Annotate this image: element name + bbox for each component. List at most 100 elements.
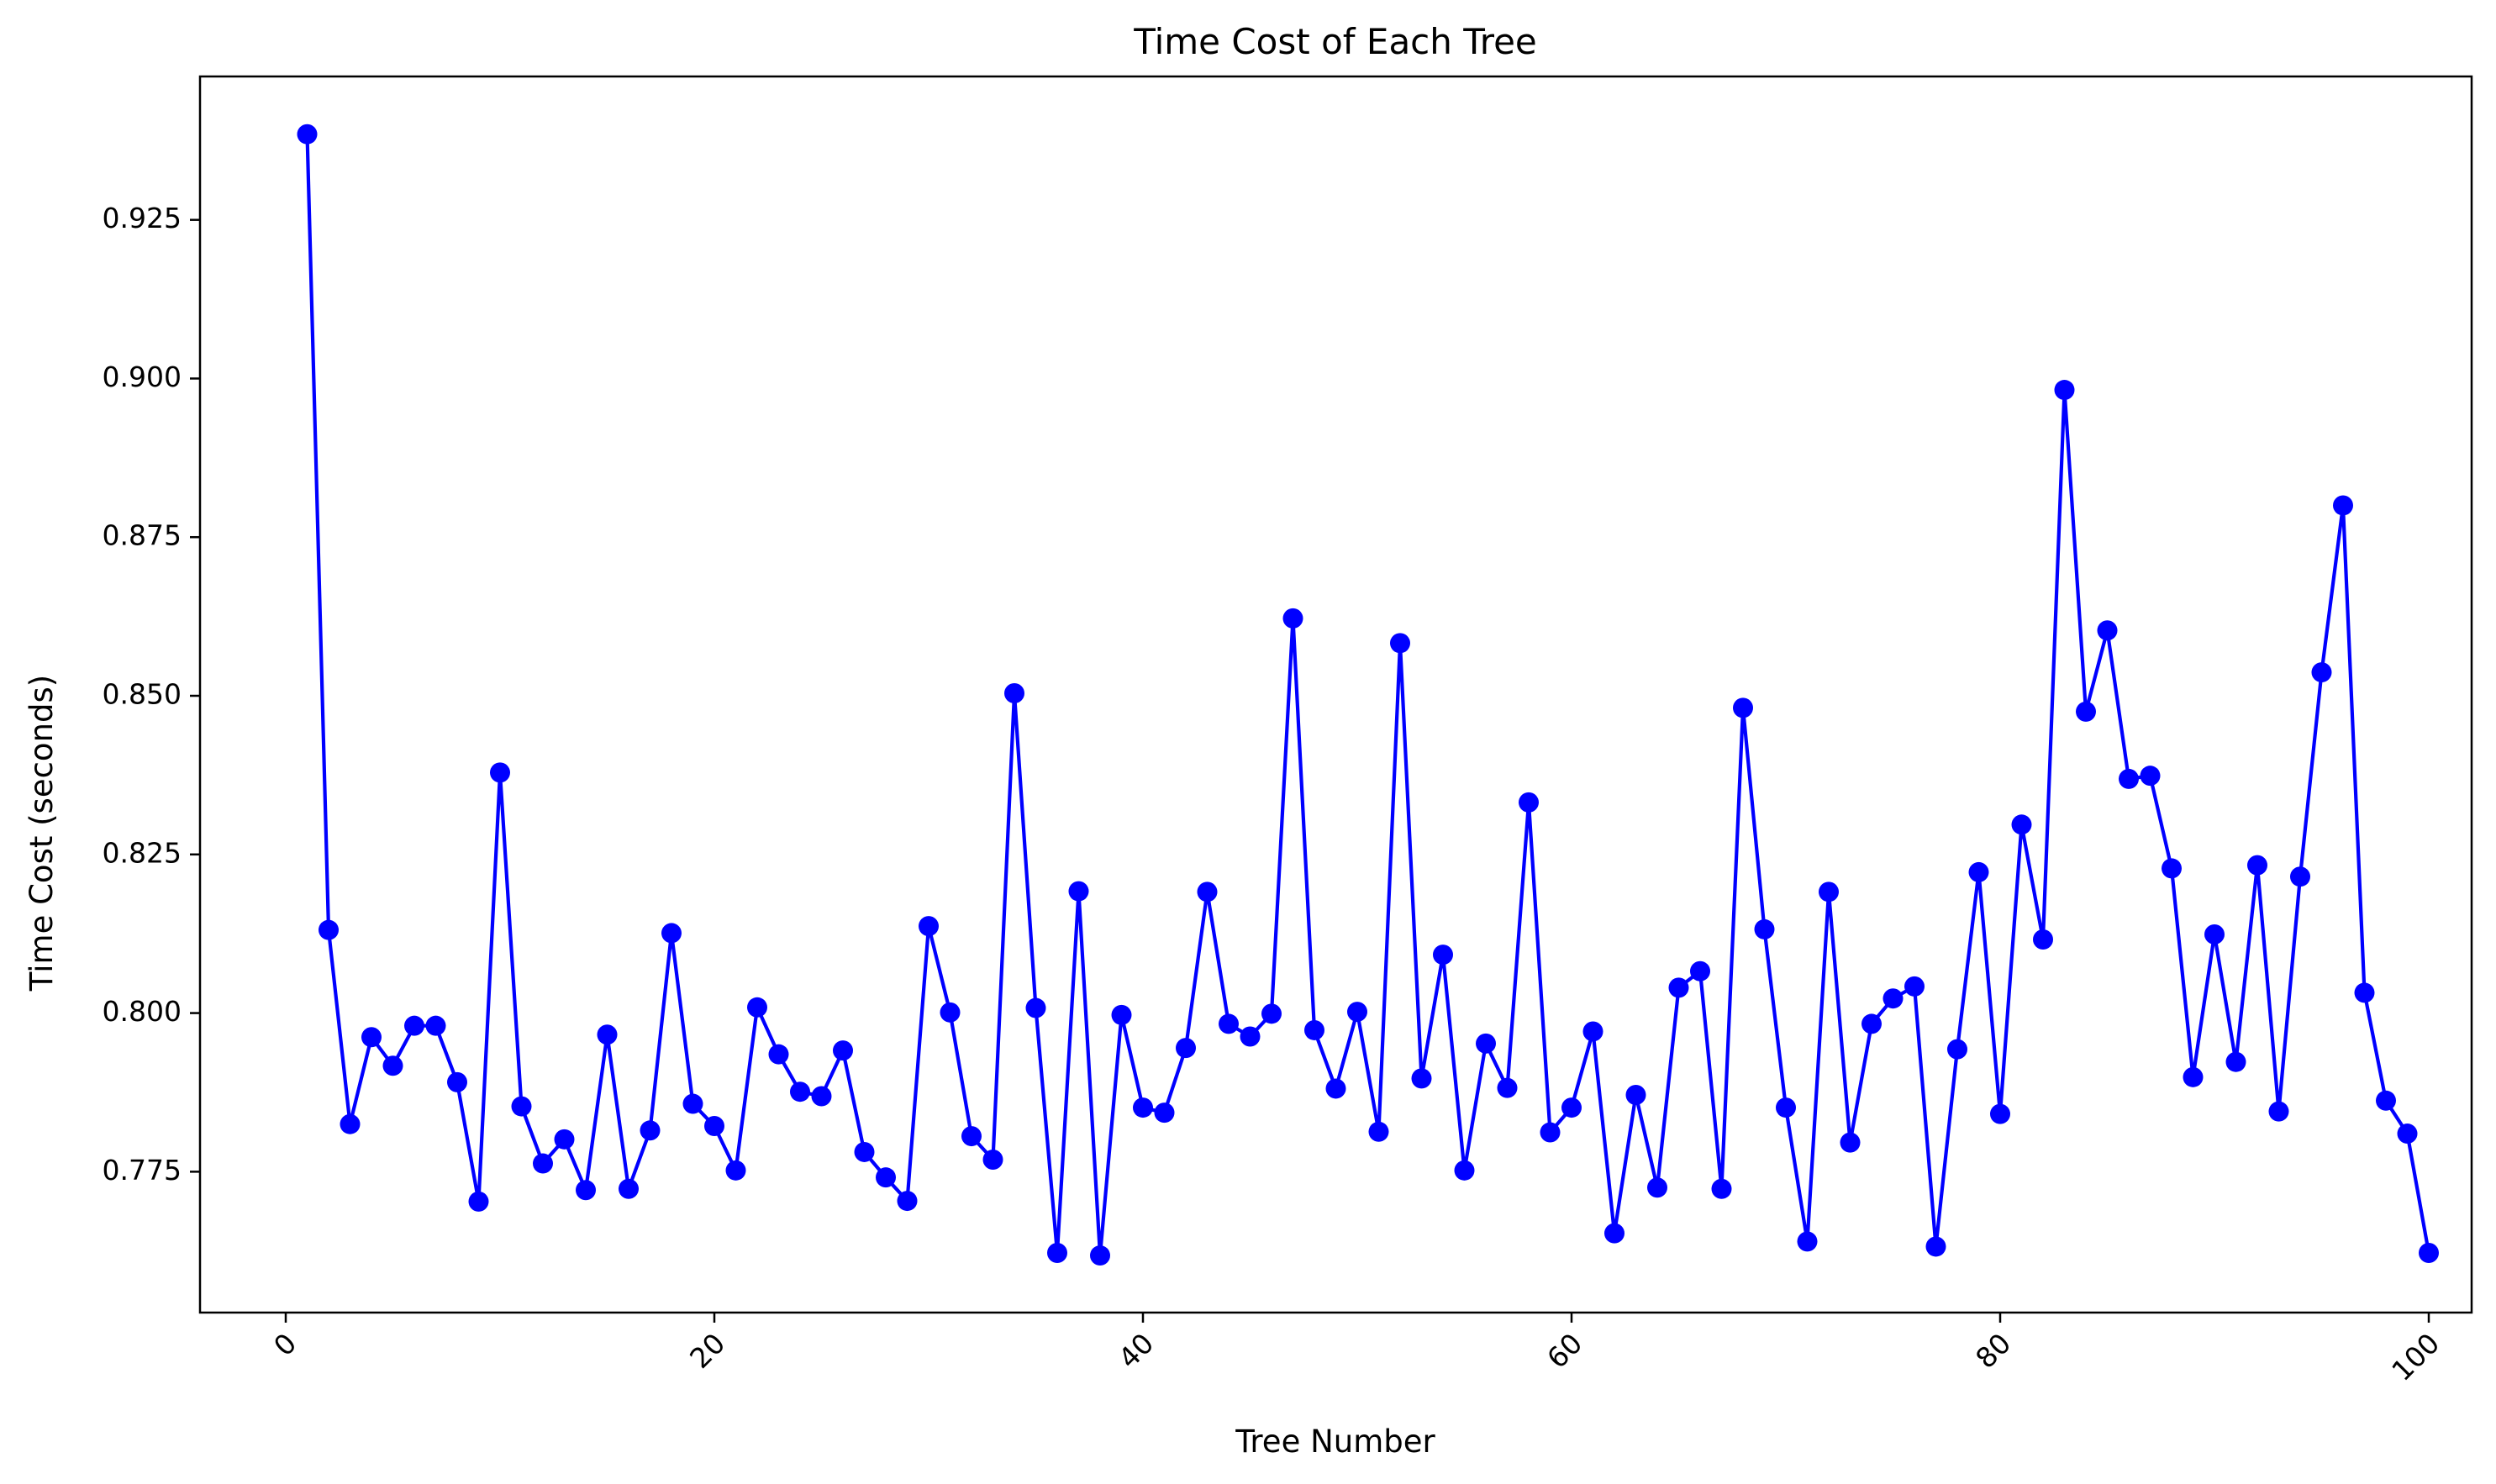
- y-axis-label: Time Cost (seconds): [24, 675, 60, 992]
- x-tick-label: 60: [1540, 1327, 1588, 1375]
- data-point: [1411, 1068, 1432, 1089]
- data-point: [319, 919, 339, 940]
- data-point: [1668, 977, 1689, 998]
- data-point: [1111, 1004, 1132, 1025]
- data-point: [1133, 1097, 1153, 1118]
- data-point: [619, 1178, 639, 1199]
- y-tick-label: 0.800: [103, 995, 182, 1028]
- series-line: [305, 134, 2431, 1258]
- data-point: [2140, 766, 2161, 787]
- data-point: [297, 124, 318, 145]
- x-tick-label: 80: [1969, 1327, 2017, 1375]
- data-point: [1047, 1243, 1067, 1264]
- x-axis-label: Tree Number: [1235, 1423, 1435, 1460]
- data-point: [982, 1150, 1003, 1171]
- data-point: [1819, 881, 1839, 903]
- data-point: [1454, 1160, 1475, 1181]
- data-point: [1861, 1013, 1882, 1034]
- data-point: [2376, 1090, 2396, 1111]
- data-point: [854, 1141, 875, 1162]
- data-point: [940, 1002, 961, 1023]
- data-point: [2033, 929, 2053, 950]
- data-point: [576, 1180, 596, 1201]
- data-point: [1776, 1097, 1796, 1118]
- data-point: [768, 1044, 789, 1065]
- data-point: [404, 1015, 424, 1036]
- y-tick-label: 0.925: [103, 202, 182, 234]
- data-point: [661, 923, 682, 944]
- data-point: [704, 1115, 724, 1136]
- data-point: [725, 1160, 746, 1181]
- x-tick-label: 40: [1112, 1327, 1160, 1375]
- data-point: [340, 1113, 361, 1134]
- data-point: [1625, 1084, 1646, 1105]
- data-point: [1947, 1039, 1967, 1060]
- data-point: [2268, 1101, 2289, 1122]
- data-point: [1368, 1121, 1389, 1142]
- x-axis-ticks: 0 20 40 60 80 100: [267, 1313, 2446, 1387]
- data-point: [961, 1126, 982, 1147]
- y-axis-ticks: 0.775 0.800 0.825 0.850 0.875 0.900 0.925: [103, 202, 200, 1187]
- data-point: [682, 1093, 703, 1114]
- data-point: [1325, 1078, 1346, 1099]
- data-point: [2290, 866, 2310, 887]
- data-point: [1497, 1077, 1518, 1098]
- data-point: [897, 1191, 918, 1212]
- data-point: [2162, 858, 2182, 879]
- data-point: [2119, 768, 2139, 789]
- plot-area: [297, 124, 2439, 1266]
- series-points: [297, 124, 2439, 1266]
- data-point: [1154, 1102, 1175, 1124]
- data-point: [1025, 997, 1046, 1018]
- y-tick-label: 0.775: [103, 1154, 182, 1187]
- data-point: [2419, 1243, 2439, 1264]
- data-point: [1733, 697, 1753, 718]
- data-point: [554, 1129, 575, 1150]
- x-tick-label: 100: [2385, 1327, 2446, 1387]
- data-point: [2311, 662, 2332, 683]
- data-point: [1754, 918, 1775, 939]
- data-point: [361, 1027, 382, 1048]
- data-point: [2333, 495, 2353, 516]
- data-point: [1068, 881, 1089, 902]
- data-point: [1090, 1245, 1110, 1266]
- data-point: [2204, 924, 2225, 945]
- chart-title: Time Cost of Each Tree: [1133, 21, 1537, 62]
- plot-frame: [198, 75, 2473, 1314]
- data-point: [1519, 792, 1539, 813]
- data-point: [1197, 881, 1218, 903]
- data-point: [1647, 1177, 1667, 1198]
- data-point: [1176, 1038, 1196, 1059]
- data-point: [919, 916, 939, 937]
- data-point: [511, 1096, 532, 1117]
- data-point: [747, 997, 767, 1018]
- data-point: [1540, 1122, 1561, 1143]
- data-point: [1561, 1097, 1582, 1118]
- data-point: [597, 1024, 618, 1045]
- x-tick-label: 0: [267, 1327, 303, 1362]
- data-point: [1282, 608, 1303, 629]
- data-point: [1219, 1013, 1239, 1034]
- data-point: [2397, 1124, 2418, 1145]
- y-tick-label: 0.850: [103, 678, 182, 711]
- data-point: [1797, 1231, 1818, 1252]
- data-point: [2097, 620, 2118, 641]
- data-point: [2076, 701, 2096, 722]
- data-point: [468, 1191, 489, 1212]
- data-point: [1304, 1019, 1324, 1040]
- data-point: [640, 1120, 661, 1141]
- data-point: [811, 1086, 832, 1107]
- data-point: [876, 1167, 896, 1188]
- data-point: [1904, 976, 1925, 997]
- y-tick-label: 0.825: [103, 836, 182, 869]
- data-point: [2054, 380, 2075, 401]
- data-point: [1582, 1021, 1603, 1042]
- data-point: [1883, 988, 1904, 1009]
- data-point: [447, 1071, 467, 1092]
- data-point: [490, 762, 510, 783]
- data-point: [1925, 1236, 1946, 1257]
- data-point: [1433, 945, 1453, 966]
- data-point: [1476, 1033, 1496, 1054]
- data-point: [1004, 682, 1024, 703]
